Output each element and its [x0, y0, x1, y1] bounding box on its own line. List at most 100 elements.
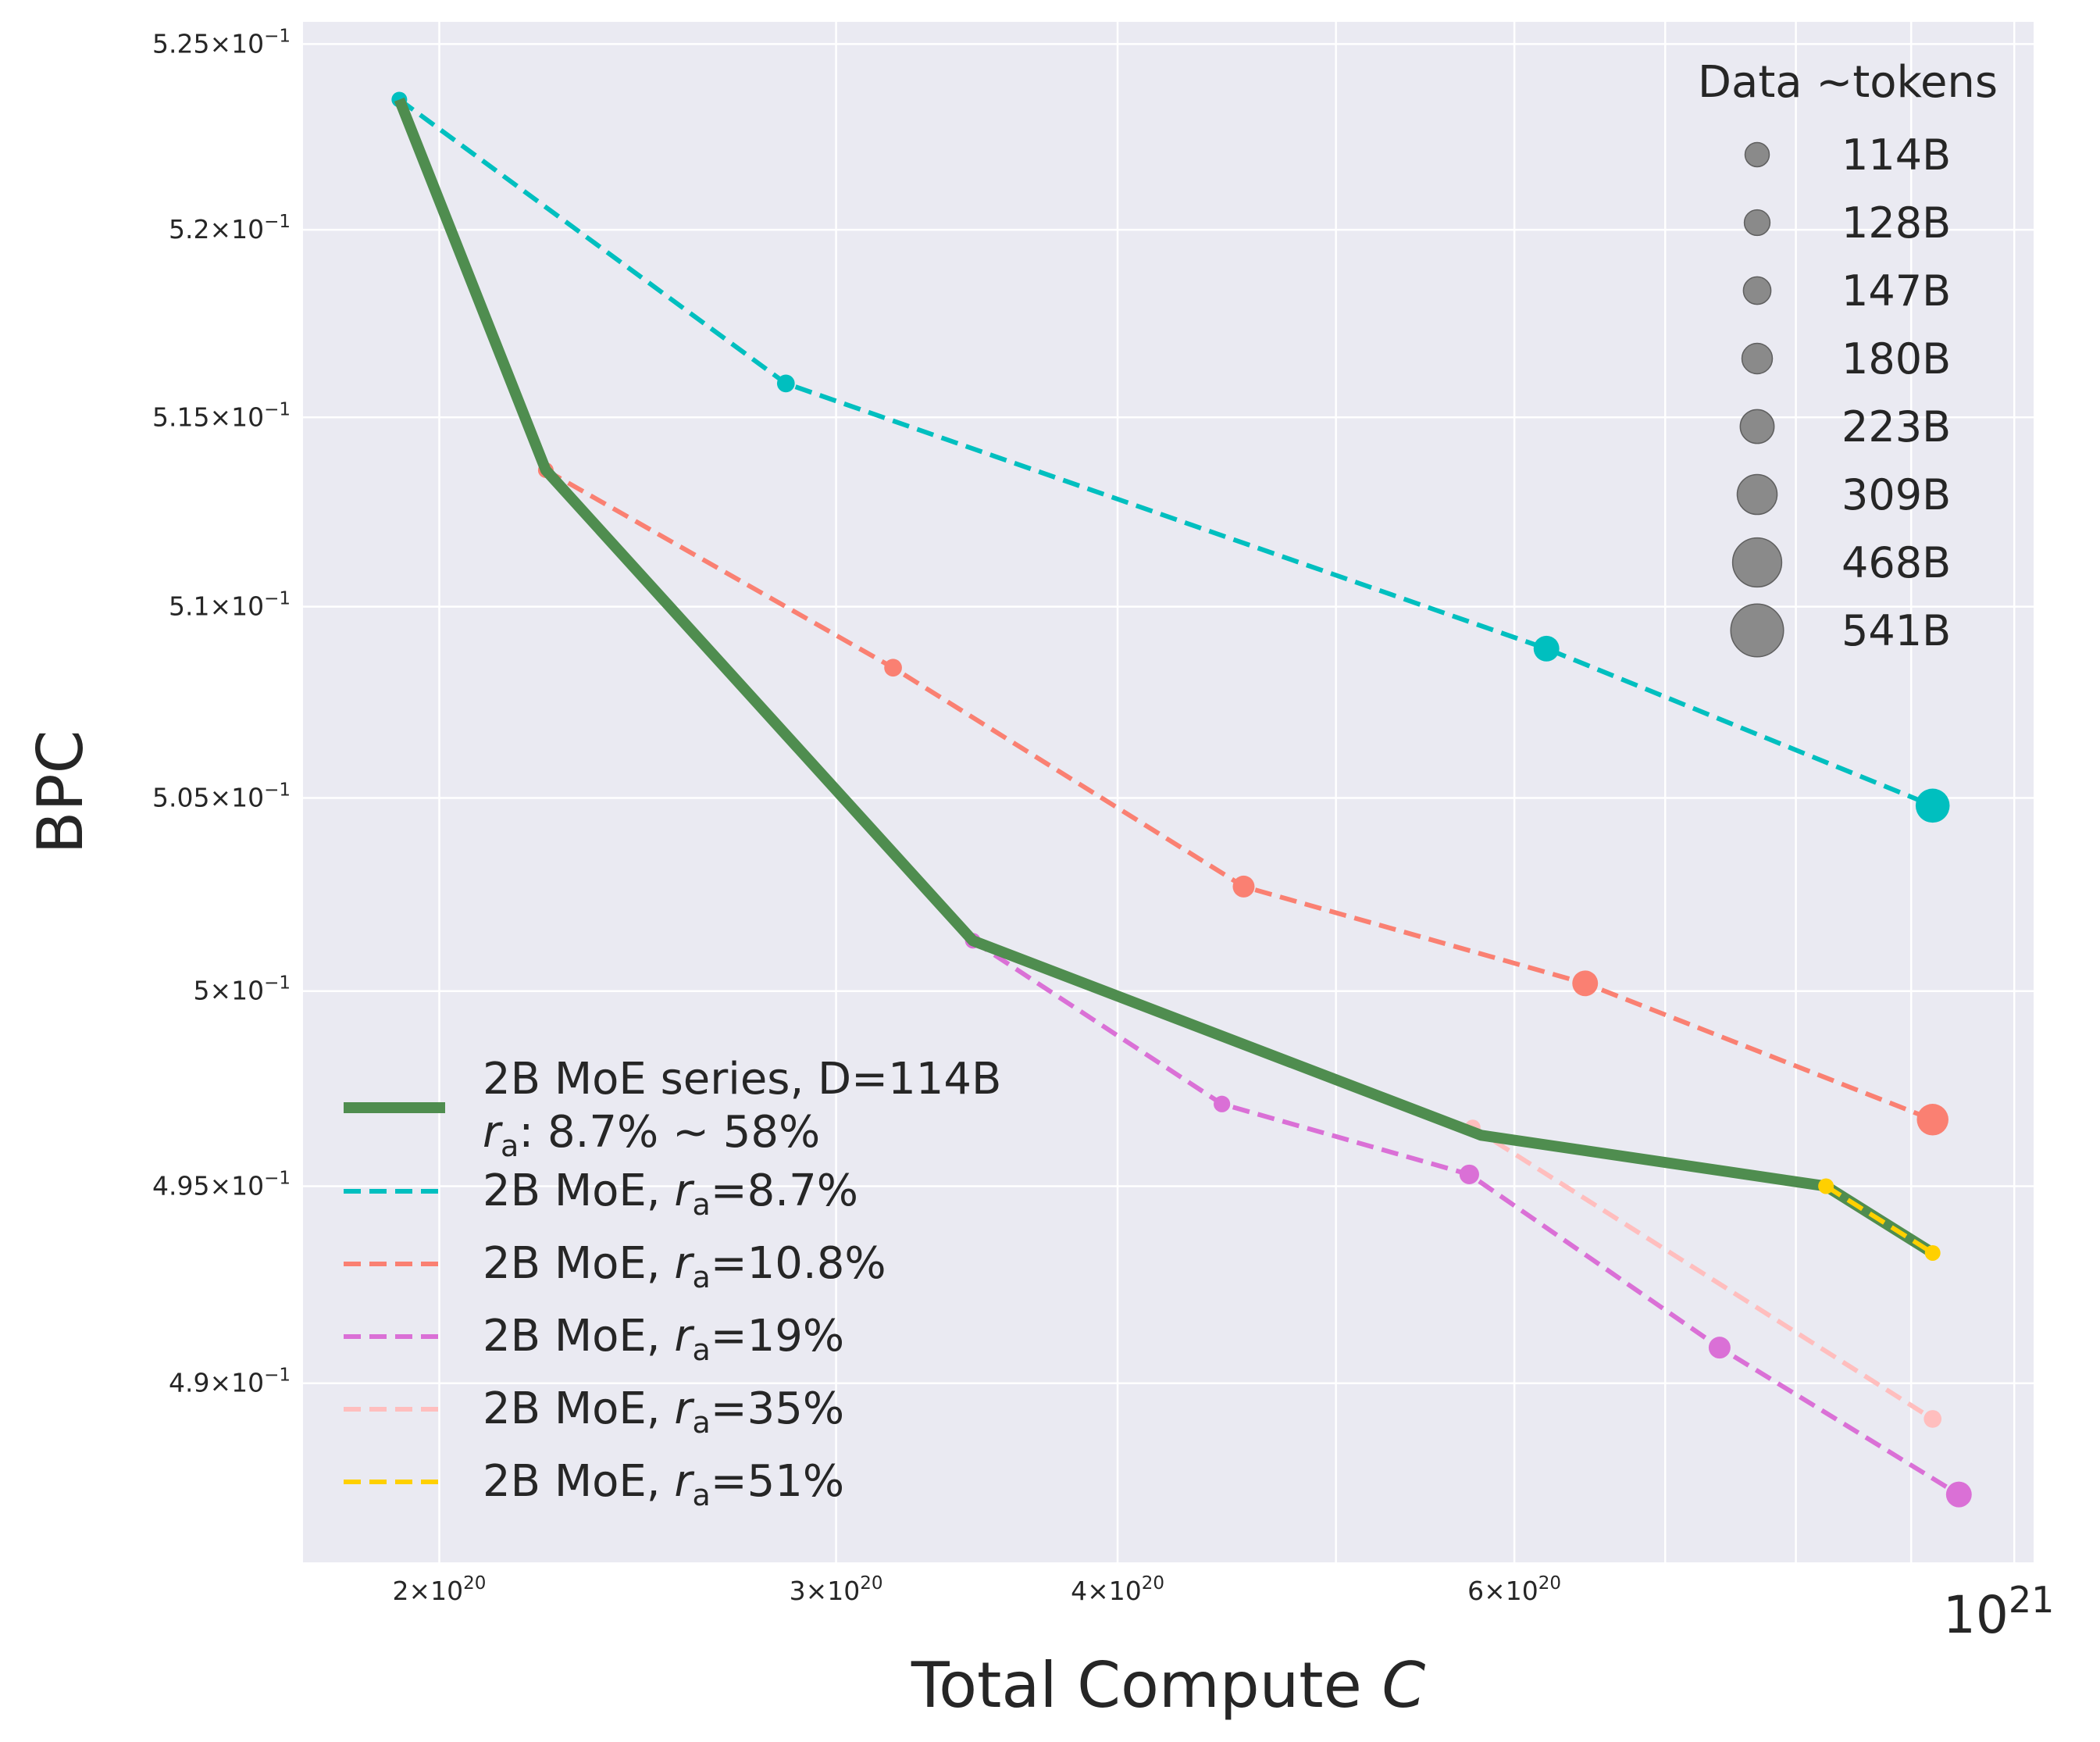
legend-r-subscript: a [692, 1187, 710, 1222]
legend-r-symbol: r [674, 1456, 694, 1507]
x-tick-exponent: 20 [463, 1573, 486, 1594]
y-tick-label: 4.95×10−1 [152, 1168, 291, 1201]
series-2-point-3 [1708, 1337, 1731, 1359]
legend-label-series-4: 2B MoE, ra=51% [483, 1456, 844, 1512]
legend-r-subscript: a [692, 1478, 710, 1512]
series-2-point-1 [1214, 1095, 1231, 1112]
x-axis-label-text: Total Compute [911, 1649, 1382, 1722]
legend-range-text: : 8.7% ~ 58% [519, 1107, 820, 1158]
y-tick-exponent: −1 [264, 1365, 291, 1386]
x-tick-mantissa: 2×10 [393, 1576, 464, 1606]
series-1-point-4 [1916, 1104, 1948, 1136]
x-tick-exponent: 20 [1142, 1573, 1164, 1594]
legend-r-symbol: r [674, 1383, 694, 1434]
x-tick-mantissa: 6×10 [1467, 1576, 1538, 1606]
envelope-line [394, 97, 1936, 1258]
legend-r-symbol: r [674, 1165, 694, 1216]
y-tick-exponent: −1 [264, 589, 291, 609]
size-legend-label: 541B [1842, 606, 1951, 655]
legend-series-prefix: 2B MoE, [483, 1383, 674, 1434]
x-major-tick-exponent: 21 [2009, 1579, 2055, 1621]
size-legend-title: Data ~tokens [1698, 57, 1998, 108]
legend-series-value: =51% [711, 1456, 844, 1507]
size-legend-marker [1730, 603, 1784, 658]
legend-label-series-3: 2B MoE, ra=35% [483, 1383, 844, 1440]
legend-r-symbol: r [483, 1107, 503, 1158]
y-tick-label: 5.1×10−1 [169, 589, 291, 622]
series-line-0 [398, 98, 1934, 809]
size-legend-label: 468B [1842, 538, 1951, 587]
size-legend-label: 114B [1842, 130, 1951, 180]
series-1-point-1 [884, 659, 902, 677]
y-tick-label: 5.2×10−1 [169, 212, 291, 245]
x-major-tick-base: 10 [1943, 1585, 2009, 1645]
legend-series-value: =35% [711, 1383, 844, 1434]
legend-label-envelope-line1: 2B MoE series, D=114B [483, 1054, 1001, 1105]
series-1-point-2 [1232, 875, 1255, 898]
legend-series-prefix: 2B MoE, [483, 1456, 674, 1507]
legend-label-series-1: 2B MoE, ra=10.8% [483, 1238, 886, 1294]
size-legend-marker [1739, 409, 1775, 444]
legend-r-subscript: a [692, 1260, 710, 1294]
legend-label-series-2: 2B MoE, ra=19% [483, 1311, 844, 1367]
series-4-point-0 [1818, 1178, 1834, 1194]
size-legend-label: 180B [1842, 334, 1951, 384]
legend-label-envelope-line2: ra: 8.7% ~ 58% [483, 1107, 820, 1163]
y-tick-mantissa: 5.1×10 [169, 591, 264, 622]
x-major-tick-label: 1021 [1943, 1579, 2055, 1645]
y-axis-label: BPC [24, 730, 97, 855]
x-tick-label: 3×1020 [790, 1573, 883, 1606]
x-tick-label: 6×1020 [1467, 1573, 1561, 1606]
series-0-point-2 [1533, 635, 1560, 662]
size-legend-marker [1742, 276, 1772, 305]
y-tick-exponent: −1 [264, 399, 291, 419]
legend-series-prefix: 2B MoE, [483, 1238, 674, 1289]
y-tick-exponent: −1 [264, 26, 291, 46]
legend-r-symbol: r [674, 1238, 694, 1289]
plot-area [303, 22, 2034, 1562]
series-line-4 [1824, 1183, 1934, 1255]
y-tick-label: 5.25×10−1 [152, 26, 291, 59]
y-tick-mantissa: 5.25×10 [152, 28, 264, 59]
y-tick-label: 4.9×10−1 [169, 1365, 291, 1398]
legend-label-series-0: 2B MoE, ra=8.7% [483, 1165, 858, 1222]
y-tick-mantissa: 4.9×10 [169, 1368, 264, 1398]
y-tick-mantissa: 5×10 [193, 976, 264, 1006]
series-4-point-1 [1924, 1244, 1941, 1261]
y-tick-label: 5×10−1 [193, 973, 291, 1006]
legend-r-symbol: r [674, 1311, 694, 1362]
x-tick-mantissa: 3×10 [790, 1576, 861, 1606]
legend-r-subscript: a [692, 1405, 710, 1440]
x-tick-label: 2×1020 [393, 1573, 487, 1606]
y-tick-exponent: −1 [264, 973, 291, 994]
y-tick-exponent: −1 [264, 780, 291, 800]
series-0-point-1 [776, 374, 795, 393]
size-legend-marker [1743, 209, 1771, 237]
legend-series-prefix: 2B MoE, [483, 1165, 674, 1216]
legend-series-prefix: 2B MoE, [483, 1311, 674, 1362]
y-tick-mantissa: 4.95×10 [152, 1170, 264, 1201]
series-2-point-4 [1945, 1481, 1972, 1508]
legend-r-subscript: a [501, 1129, 519, 1163]
series-2-point-2 [1459, 1164, 1479, 1184]
y-tick-mantissa: 5.15×10 [152, 402, 264, 432]
legend-series-value: =10.8% [711, 1238, 886, 1289]
y-tick-mantissa: 5.2×10 [169, 214, 264, 245]
gridlines [303, 22, 2034, 1562]
y-tick-exponent: −1 [264, 1168, 291, 1188]
x-tick-mantissa: 4×10 [1071, 1576, 1142, 1606]
series-0-point-3 [1915, 788, 1950, 823]
x-tick-exponent: 20 [860, 1573, 882, 1594]
size-legend-marker [1741, 342, 1774, 375]
size-legend: Data ~tokens 114B 128B 147B 180B 223B 309B 468B… [1698, 57, 1998, 658]
legend-r-subscript: a [692, 1333, 710, 1367]
y-tick-mantissa: 5.05×10 [152, 782, 264, 812]
y-tick-label: 5.05×10−1 [152, 780, 291, 812]
series-1-point-3 [1572, 970, 1599, 997]
x-tick-label: 4×1020 [1071, 1573, 1164, 1606]
series-3-point-1 [1924, 1410, 1942, 1428]
size-legend-label: 223B [1842, 402, 1951, 452]
legend-series-value: =19% [711, 1311, 844, 1362]
